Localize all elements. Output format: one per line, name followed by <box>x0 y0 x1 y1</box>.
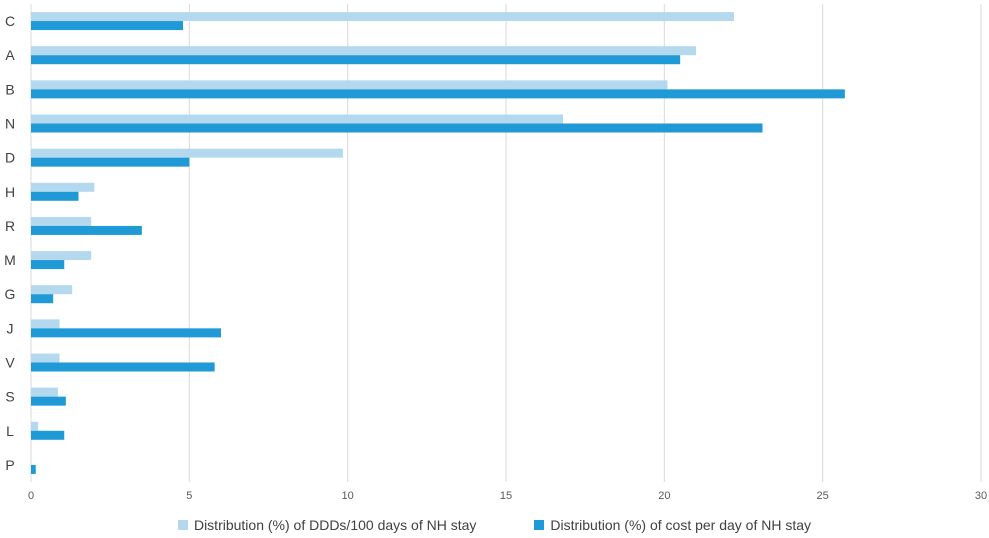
bar-ddd-N <box>31 114 563 124</box>
bars <box>31 12 845 474</box>
category-label: S <box>5 389 14 405</box>
legend-item-ddd: Distribution (%) of DDDs/100 days of NH … <box>177 517 477 533</box>
bar-ddd-G <box>31 285 73 295</box>
x-tick-label: 0 <box>28 490 34 502</box>
legend: Distribution (%) of DDDs/100 days of NH … <box>0 517 989 533</box>
bar-ddd-S <box>31 387 58 397</box>
bar-ddd-M <box>31 251 92 261</box>
x-tick-label: 10 <box>342 490 354 502</box>
bar-ddd-B <box>31 80 668 90</box>
legend-swatch-cost <box>534 520 545 530</box>
category-label: D <box>5 150 15 166</box>
bar-cost-G <box>31 294 54 304</box>
bar-ddd-L <box>31 421 38 431</box>
legend-item-cost: Distribution (%) of cost per day of NH s… <box>534 517 811 533</box>
category-label: R <box>5 218 15 234</box>
legend-swatch-ddd <box>177 520 188 530</box>
bar-ddd-R <box>31 216 92 226</box>
legend-label-cost: Distribution (%) of cost per day of NH s… <box>550 517 812 533</box>
category-labels: C A B N D H R M G J V S L P <box>4 13 16 473</box>
bar-cost-A <box>31 55 681 65</box>
bar-ddd-H <box>31 182 95 192</box>
bar-cost-H <box>31 191 79 201</box>
category-label: H <box>5 184 15 200</box>
bar-cost-B <box>31 89 845 99</box>
x-tick-label: 25 <box>817 490 829 502</box>
category-label: M <box>4 252 16 268</box>
x-tick-label: 20 <box>658 490 670 502</box>
category-label: A <box>5 47 15 63</box>
bar-ddd-V <box>31 353 60 363</box>
category-label: L <box>6 423 14 439</box>
bar-ddd-C <box>31 12 734 22</box>
bar-cost-M <box>31 260 65 270</box>
bar-cost-N <box>31 123 763 133</box>
category-label: B <box>5 81 14 97</box>
bar-cost-S <box>31 396 66 406</box>
bar-cost-L <box>31 430 65 440</box>
gridlines <box>30 4 982 482</box>
bar-cost-D <box>31 157 190 167</box>
category-label: N <box>5 116 15 132</box>
bar-cost-R <box>31 225 142 235</box>
bar-ddd-J <box>31 319 60 329</box>
category-label: C <box>5 13 15 29</box>
category-label: G <box>5 286 16 302</box>
bar-cost-J <box>31 328 221 338</box>
bar-cost-C <box>31 21 183 31</box>
bar-ddd-D <box>31 148 343 158</box>
category-label: V <box>5 355 15 371</box>
legend-label-ddd: Distribution (%) of DDDs/100 days of NH … <box>193 517 477 533</box>
x-tick-label: 15 <box>500 490 512 502</box>
x-tick-label: 5 <box>186 490 192 502</box>
x-tick-labels: 0 5 10 15 20 25 30 <box>28 490 987 502</box>
category-label: P <box>5 457 14 473</box>
bar-cost-P <box>31 464 36 474</box>
category-label: J <box>7 320 14 336</box>
x-tick-label: 30 <box>975 490 987 502</box>
bar-cost-V <box>31 362 215 372</box>
bar-ddd-A <box>31 46 696 56</box>
